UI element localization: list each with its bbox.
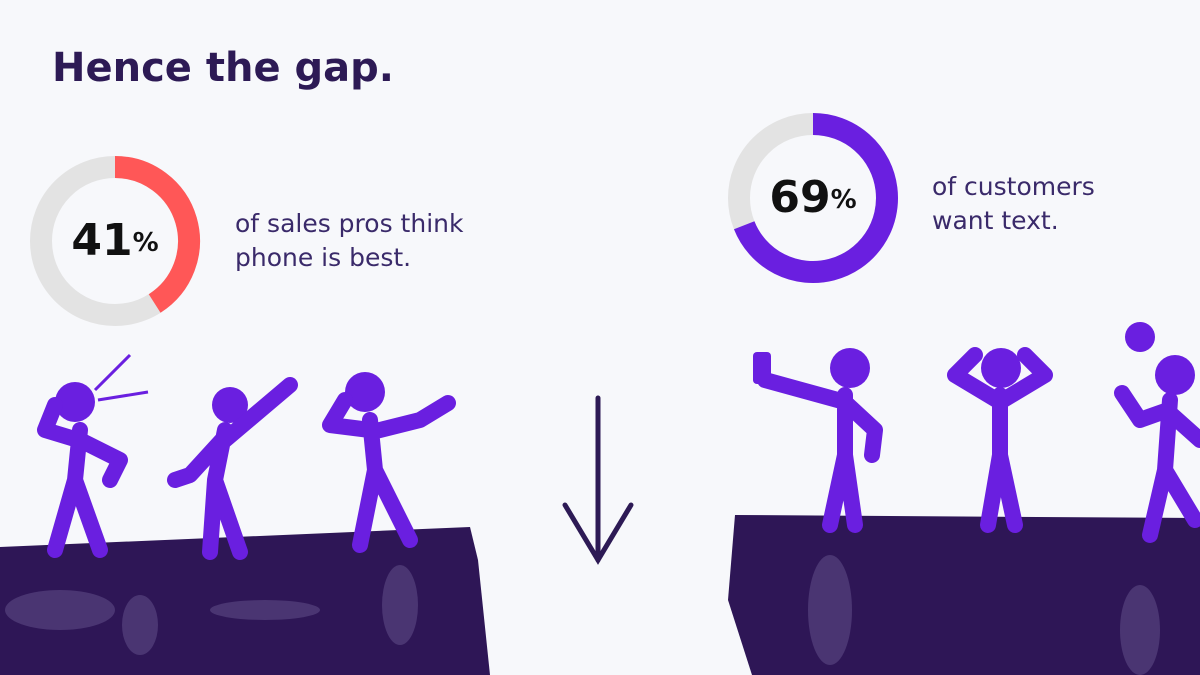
stat-value: 41% [71, 215, 158, 266]
stat-number: 69 [769, 172, 830, 223]
stat-number: 41 [71, 215, 132, 266]
stat-caption: of customers [932, 172, 1095, 201]
left-figures [37, 353, 456, 560]
cliff-shading [5, 555, 1160, 675]
title: Hence the gap. [52, 45, 394, 91]
donut-arc [114, 156, 200, 313]
donut-arc [733, 113, 898, 283]
stat-value: 69% [769, 172, 856, 223]
stat-unit: % [831, 185, 857, 215]
stat-unit: % [133, 228, 159, 258]
stat-caption: of sales pros think [235, 209, 464, 238]
right-figures [753, 322, 1200, 543]
stat-caption: phone is best. [235, 243, 411, 272]
stat-caption: want text. [932, 206, 1059, 235]
down-arrow [562, 395, 634, 565]
